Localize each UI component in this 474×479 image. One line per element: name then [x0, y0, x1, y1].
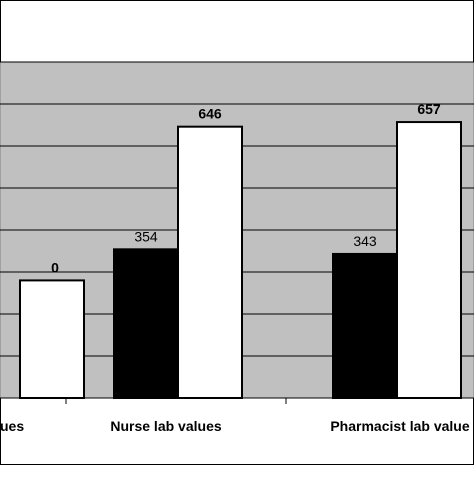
data-label: 646: [198, 106, 222, 122]
x-axis: ues Nurse lab values Pharmacist lab value: [0, 397, 474, 434]
bar-black-1: [113, 248, 179, 399]
bar-white-2: [396, 121, 462, 399]
x-tick-label: Nurse lab values: [110, 418, 221, 434]
data-label: 657: [417, 101, 441, 117]
x-tick-label: ues: [0, 418, 24, 434]
data-labels: 0 354 646 343 657: [51, 101, 441, 275]
bars: [19, 121, 462, 400]
data-label: 0: [51, 259, 59, 275]
bar-white-0: [19, 279, 85, 399]
data-label: 354: [134, 228, 158, 244]
bar-black-2: [332, 252, 398, 399]
bar-white-1: [177, 125, 243, 400]
x-tick-label: Pharmacist lab value: [330, 418, 470, 434]
data-label: 343: [353, 233, 377, 249]
